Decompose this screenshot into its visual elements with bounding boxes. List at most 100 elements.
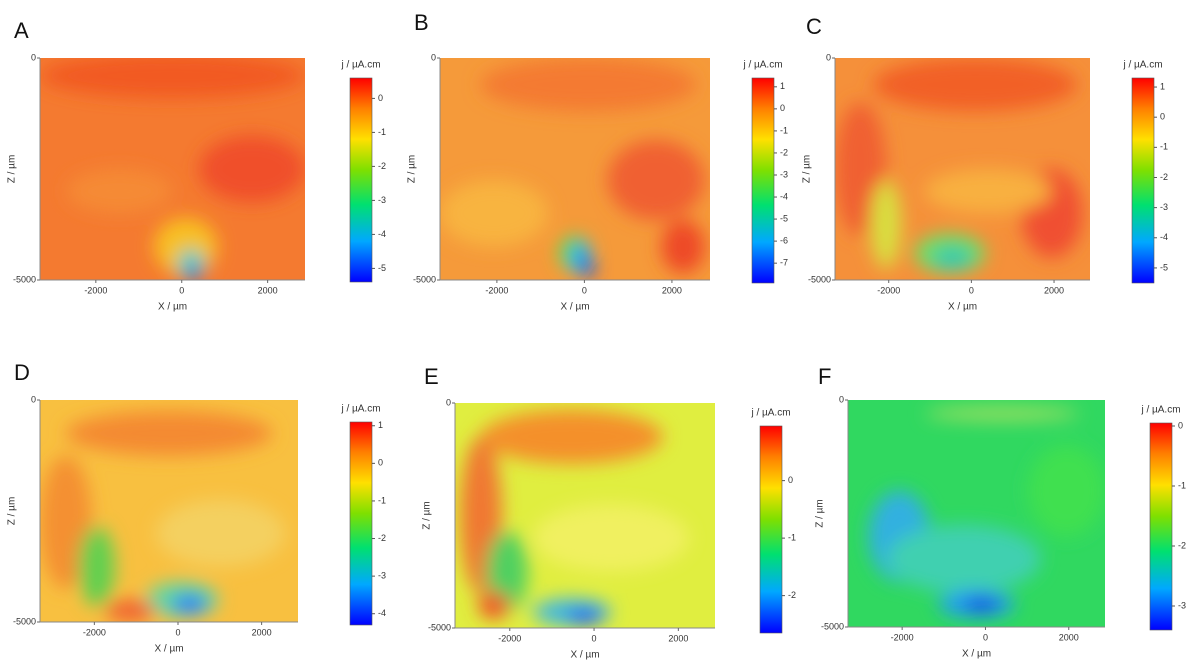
panel: C -2000 0 2000 0 -5000 X / µm Z / µm j / µA.cm 1 0… bbox=[802, 14, 1168, 313]
colorbar bbox=[1131, 77, 1155, 284]
colorbar bbox=[1149, 422, 1173, 631]
x-tick-label: 0 bbox=[179, 285, 184, 295]
colorbar-label: j / µA.cm bbox=[340, 404, 380, 415]
heatmap-blob bbox=[963, 597, 1000, 612]
panel-label: A bbox=[14, 18, 29, 43]
x-tick-label: 2000 bbox=[252, 627, 272, 637]
y-tick-label: -5000 bbox=[821, 621, 844, 631]
colorbar-tick-label: -2 bbox=[1178, 540, 1186, 550]
x-tick-label: -2000 bbox=[485, 285, 508, 295]
heatmap-blob bbox=[66, 169, 173, 214]
x-axis-label: X / µm bbox=[570, 650, 599, 661]
panel-label: B bbox=[414, 10, 429, 35]
y-tick-label: 0 bbox=[839, 394, 844, 404]
colorbar-tick-label: -3 bbox=[780, 169, 788, 179]
colorbar-label: j / µA.cm bbox=[1122, 60, 1162, 71]
x-tick-label: 0 bbox=[969, 285, 974, 295]
colorbar-label: j / µA.cm bbox=[742, 60, 782, 71]
x-tick-label: 0 bbox=[582, 285, 587, 295]
heatmap-field bbox=[848, 400, 1105, 627]
heatmap-field bbox=[455, 403, 715, 628]
colorbar-tick-label: -5 bbox=[780, 213, 788, 223]
colorbar-tick-label: 0 bbox=[378, 458, 383, 468]
heatmap-blob bbox=[931, 246, 973, 269]
colorbar-tick-label: -3 bbox=[378, 195, 386, 205]
panel: D -2000 0 2000 0 -5000 X / µm Z / µm j / µA.cm 1 0… bbox=[7, 360, 386, 655]
heatmap-blobs bbox=[868, 406, 1105, 618]
y-axis-label: Z / µm bbox=[422, 501, 433, 530]
colorbar-tick-label: -1 bbox=[378, 495, 386, 505]
colorbar-tick-label: -1 bbox=[788, 533, 796, 543]
heatmap-blob bbox=[188, 264, 199, 280]
heatmap-blob bbox=[870, 180, 902, 269]
y-tick-label: -5000 bbox=[13, 274, 36, 284]
colorbar-tick-label: -5 bbox=[1160, 262, 1168, 272]
colorbar-tick-label: -6 bbox=[780, 235, 788, 245]
x-axis-label: X / µm bbox=[154, 644, 183, 655]
heatmap-blob bbox=[199, 135, 305, 203]
y-axis-label: Z / µm bbox=[407, 155, 418, 184]
x-tick-label: -2000 bbox=[84, 285, 107, 295]
colorbar-label: j / µA.cm bbox=[1140, 405, 1180, 416]
heatmap-blob bbox=[478, 592, 510, 619]
colorbar bbox=[349, 421, 373, 626]
colorbar bbox=[751, 77, 775, 284]
heatmap-blob bbox=[440, 180, 548, 247]
heatmap-blob bbox=[78, 526, 115, 607]
panel: F -2000 0 2000 0 -5000 X / µm Z / µm j / µA.cm 0 -… bbox=[815, 364, 1186, 660]
colorbar-tick-label: 1 bbox=[378, 420, 383, 430]
y-tick-label: 0 bbox=[31, 52, 36, 62]
panel: A -2000 0 2000 0 -5000 X / µm Z / µm j / µA.cm 0 -… bbox=[7, 18, 386, 313]
x-tick-label: -2000 bbox=[877, 285, 900, 295]
x-tick-label: 2000 bbox=[662, 285, 682, 295]
colorbar-tick-label: -5 bbox=[378, 263, 386, 273]
colorbar-label: j / µA.cm bbox=[750, 408, 790, 419]
y-tick-label: -5000 bbox=[808, 274, 831, 284]
heatmap-blob bbox=[40, 58, 305, 98]
heatmap-blob bbox=[486, 531, 528, 613]
heatmap-blob bbox=[171, 595, 208, 614]
panel: B -2000 0 2000 0 -5000 X / µm Z / µm j / µA.cm 1 0… bbox=[407, 10, 788, 313]
y-tick-label: 0 bbox=[446, 397, 451, 407]
heatmap-blob bbox=[104, 599, 157, 622]
x-tick-label: 2000 bbox=[1044, 285, 1064, 295]
colorbar bbox=[349, 77, 373, 283]
colorbar-tick-label: -1 bbox=[378, 127, 386, 137]
heatmap-blob bbox=[924, 169, 1052, 214]
x-tick-label: 0 bbox=[592, 633, 597, 643]
colorbar-tick-label: -3 bbox=[1178, 600, 1186, 610]
colorbar-tick-label: 0 bbox=[1160, 112, 1165, 122]
heatmap-blob bbox=[1027, 445, 1105, 537]
heatmap-blob bbox=[156, 499, 286, 567]
panel: E -2000 0 2000 0 -5000 X / µm Z / µm j / µA.cm 0 -… bbox=[422, 364, 796, 661]
panel-label: C bbox=[806, 14, 822, 39]
colorbar-tick-label: -3 bbox=[378, 571, 386, 581]
heatmap-blob bbox=[65, 411, 273, 456]
y-tick-label: 0 bbox=[31, 394, 36, 404]
x-axis-label: X / µm bbox=[962, 649, 991, 660]
colorbar bbox=[759, 425, 783, 634]
heatmap-blobs bbox=[440, 58, 705, 278]
heatmap-blob bbox=[607, 140, 705, 221]
panel-label: D bbox=[14, 360, 30, 385]
y-axis-label: Z / µm bbox=[802, 155, 813, 184]
y-tick-label: 0 bbox=[431, 52, 436, 62]
x-tick-label: -2000 bbox=[498, 633, 521, 643]
colorbar-tick-label: -1 bbox=[780, 125, 788, 135]
colorbar-tick-label: -3 bbox=[1160, 202, 1168, 212]
heatmap-field bbox=[40, 58, 305, 280]
colorbar-tick-label: -4 bbox=[1160, 232, 1168, 242]
panel-label: E bbox=[424, 364, 439, 389]
heatmap-blobs bbox=[40, 411, 286, 622]
colorbar-tick-label: -4 bbox=[378, 608, 386, 618]
heatmap-blob bbox=[925, 406, 1080, 421]
colorbar-tick-label: 1 bbox=[1160, 81, 1165, 91]
heatmap-field bbox=[440, 58, 710, 280]
heatmap-blobs bbox=[835, 58, 1083, 274]
colorbar-tick-label: 0 bbox=[780, 103, 785, 113]
heatmap-blob bbox=[661, 220, 705, 274]
y-tick-label: -5000 bbox=[413, 274, 436, 284]
colorbar-tick-label: 0 bbox=[788, 475, 793, 485]
colorbar-tick-label: -2 bbox=[780, 147, 788, 157]
heatmap-blob bbox=[481, 409, 663, 464]
